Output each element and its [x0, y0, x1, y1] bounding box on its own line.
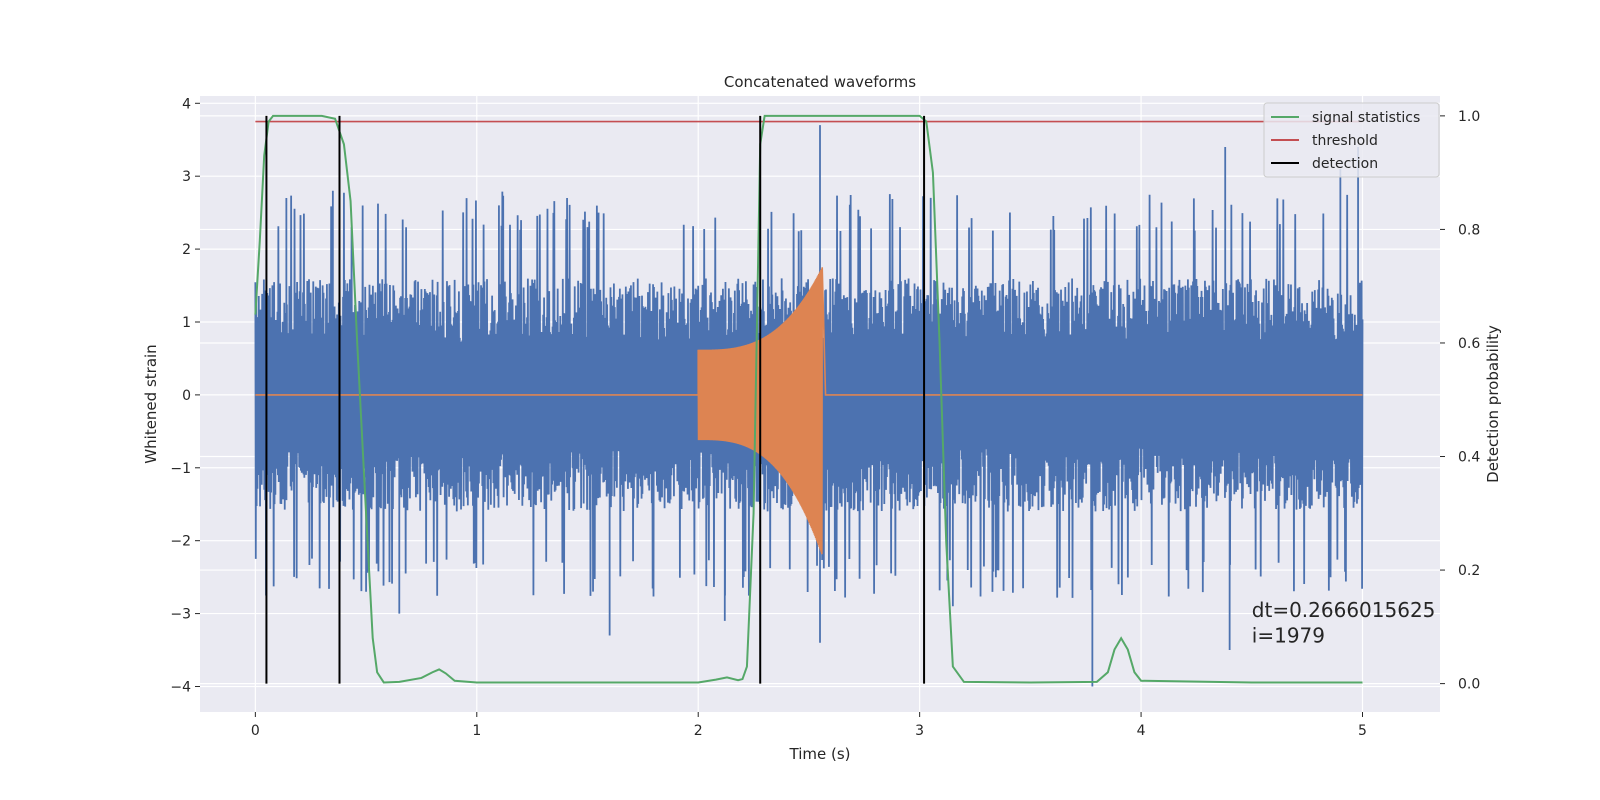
x-tick-label: 0	[251, 723, 260, 739]
y-axis-left-label: Whitened strain	[142, 344, 160, 463]
x-tick-label: 3	[915, 723, 924, 739]
y-left-tick-label: −4	[170, 679, 191, 695]
annotations: dt=0.2666015625 i=1979	[1252, 598, 1436, 648]
legend-entry-label: detection	[1312, 156, 1378, 172]
y-right-tick-label: 1.0	[1458, 109, 1480, 125]
y-right-tick-label: 0.8	[1458, 222, 1480, 238]
chart-title: Concatenated waveforms	[724, 73, 916, 91]
data-layer	[254, 114, 1364, 687]
legend-entry-label: threshold	[1312, 133, 1378, 149]
legend-entry-label: signal statistics	[1312, 110, 1420, 126]
y-left-tick-label: 2	[182, 242, 191, 258]
x-tick-label: 5	[1358, 723, 1367, 739]
y-right-tick-label: 0.2	[1458, 563, 1480, 579]
y-right-tick-label: 0.0	[1458, 677, 1480, 693]
axes: 0 1 2 3 4 5 4 3 2 1 0 −1 −2 −3 −4 1.0 0.8 0.6 0.4 0.2 0.0	[170, 96, 1480, 739]
legend: signal statistics threshold detection	[1263, 102, 1440, 178]
y-right-tick-label: 0.6	[1458, 336, 1480, 352]
x-tick-label: 2	[694, 723, 703, 739]
x-axis-label: Time (s)	[789, 745, 851, 763]
legend-box	[1263, 102, 1440, 178]
y-left-tick-label: 3	[182, 169, 191, 185]
x-tick-label: 4	[1137, 723, 1146, 739]
y-right-tick-label: 0.4	[1458, 450, 1480, 466]
y-axis-right-label: Detection probability	[1484, 325, 1502, 483]
y-left-tick-label: −3	[170, 607, 191, 623]
annotation-text: dt=0.2666015625	[1252, 598, 1436, 622]
y-left-tick-label: −2	[170, 534, 191, 550]
y-left-tick-label: −1	[170, 461, 191, 477]
y-left-tick-label: 4	[182, 96, 191, 112]
y-left-tick-label: 1	[182, 315, 191, 331]
y-left-tick-label: 0	[182, 388, 191, 404]
x-tick-label: 1	[472, 723, 481, 739]
annotation-text: i=1979	[1252, 624, 1325, 648]
